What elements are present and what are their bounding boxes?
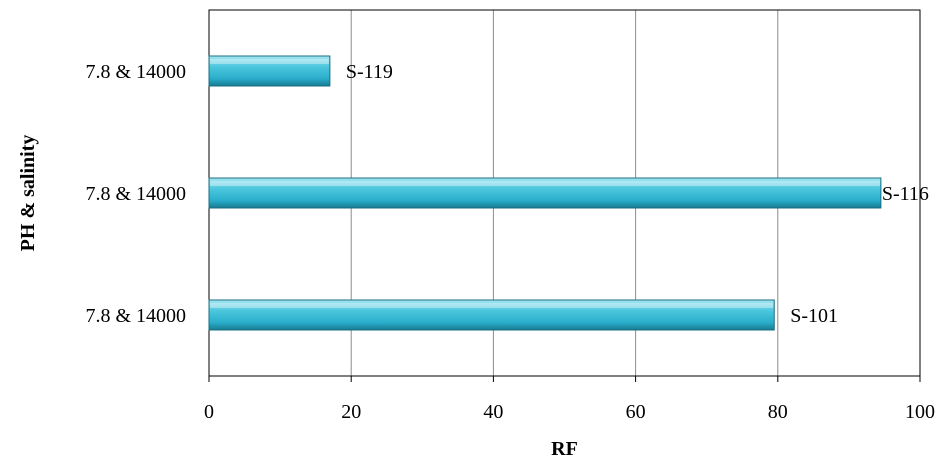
x-tick-label: 40: [483, 401, 503, 423]
x-axis-title: RF: [551, 438, 578, 460]
x-tick-label: 0: [204, 401, 214, 423]
data-labels: S-101 S-116 S-119: [346, 61, 929, 327]
bar-s-119: [208, 55, 331, 87]
bar-highlight: [210, 181, 880, 186]
bar-highlight: [210, 59, 329, 64]
bar-s-116: [208, 177, 882, 209]
x-axis-ticks: 0 20 40 60 80 100: [204, 376, 935, 423]
y-category-label: 7.8 & 14000: [85, 305, 186, 327]
y-category-label: 7.8 & 14000: [85, 61, 186, 83]
bars: [208, 55, 882, 331]
y-axis-category-labels: 7.8 & 14000 7.8 & 14000 7.8 & 14000: [85, 61, 186, 327]
data-label-s-101: S-101: [790, 305, 838, 327]
y-category-label: 7.8 & 14000: [85, 183, 186, 205]
data-label-s-119: S-119: [346, 61, 393, 83]
x-tick-label: 80: [768, 401, 788, 423]
bar-highlight: [210, 303, 774, 308]
y-axis-title: PH & salinity: [17, 135, 39, 252]
x-tick-label: 100: [905, 401, 935, 423]
bar-s-101: [208, 299, 775, 331]
data-label-s-116: S-116: [882, 183, 929, 205]
x-tick-label: 20: [341, 401, 361, 423]
x-tick-label: 60: [626, 401, 646, 423]
